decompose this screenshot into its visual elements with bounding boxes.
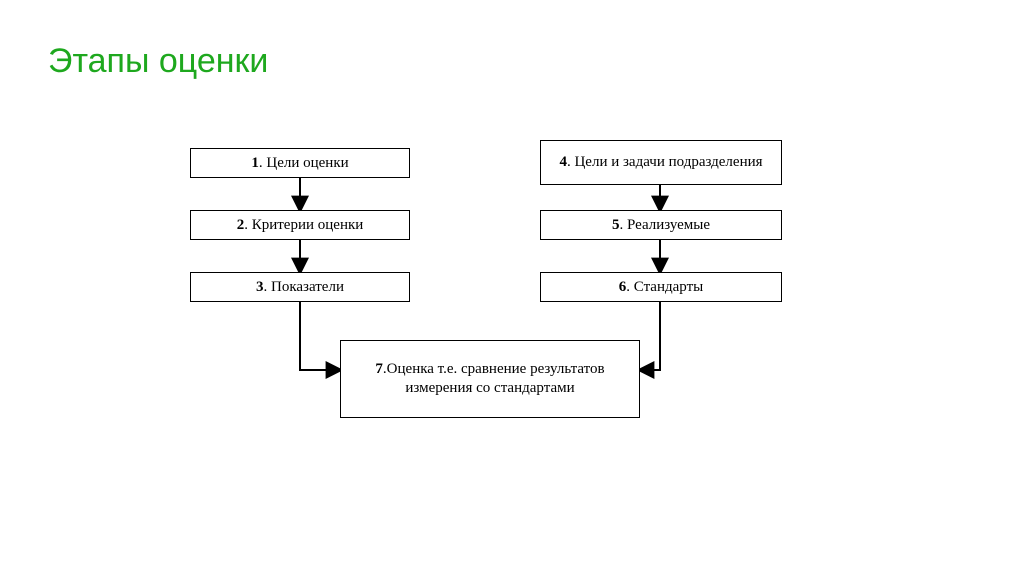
node-label: .Оценка т.е. сравнение результатов измер… xyxy=(383,361,605,396)
flowchart-edges xyxy=(0,0,1024,574)
node-number: 4 xyxy=(559,154,567,170)
flowchart-node-n5: 5. Реализуемые xyxy=(540,210,782,240)
node-label: . Реализуемые xyxy=(619,217,710,233)
flowchart: 1. Цели оценки 2. Критерии оценки 3. Показ… xyxy=(0,0,1024,574)
flowchart-edge-n6-n7 xyxy=(640,302,660,370)
flowchart-node-n2: 2. Критерии оценки xyxy=(190,210,410,240)
node-label: . Цели оценки xyxy=(259,155,349,171)
flowchart-node-n7: 7.Оценка т.е. сравнение результатов изме… xyxy=(340,340,640,418)
flowchart-node-n3: 3. Показатели xyxy=(190,272,410,302)
flowchart-edge-n3-n7 xyxy=(300,302,340,370)
node-number: 1 xyxy=(251,155,259,171)
node-number: 7 xyxy=(375,361,383,377)
flowchart-node-n4: 4. Цели и задачи подразделения xyxy=(540,140,782,185)
node-label: . Показатели xyxy=(264,279,344,295)
flowchart-node-n1: 1. Цели оценки xyxy=(190,148,410,178)
node-number: 3 xyxy=(256,279,264,295)
node-label: . Стандарты xyxy=(626,279,703,295)
node-label: . Критерии оценки xyxy=(244,217,363,233)
node-label: . Цели и задачи подразделения xyxy=(567,154,763,170)
page: Этапы оценки 1. Цели оценки2. Критерии о… xyxy=(0,0,1024,574)
flowchart-node-n6: 6. Стандарты xyxy=(540,272,782,302)
